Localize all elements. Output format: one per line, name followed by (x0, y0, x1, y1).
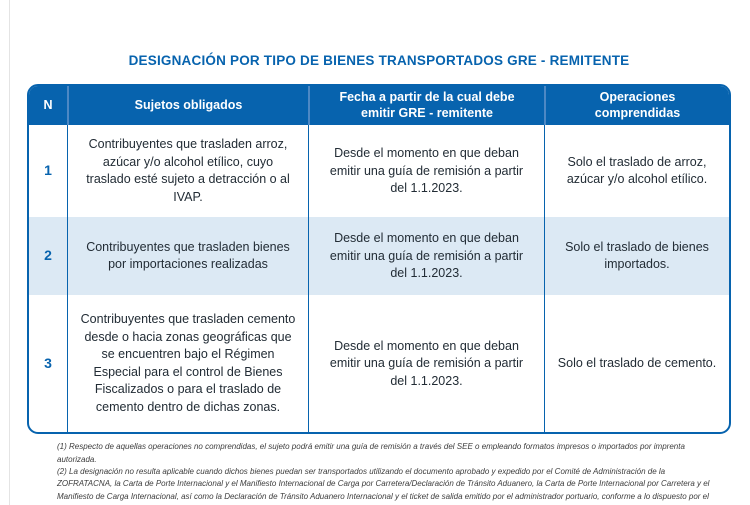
row-1-number: 1 (44, 162, 52, 179)
header-cell-operaciones: Operaciones comprendidas (544, 86, 729, 126)
row-2-sujetos: Contribuyentes que trasladen bienes por … (67, 217, 308, 296)
table-row-3: 3 Contribuyentes que trasladen cemento d… (29, 295, 729, 433)
row-2-fecha: Desde el momento en que deban emitir una… (308, 217, 544, 296)
table-row-1: 1 Contribuyentes que trasladen arroz, az… (29, 125, 729, 218)
footnote-1: (1) Respecto de aquellas operaciones no … (57, 442, 685, 464)
page-title: DESIGNACIÓN POR TIPO DE BIENES TRANSPORT… (128, 53, 630, 68)
footnote-2: (2) La designación no resulta aplicable … (57, 467, 710, 505)
header-cell-fecha: Fecha a partir de la cual debe emitir GR… (308, 86, 544, 126)
content-area: DESIGNACIÓN POR TIPO DE BIENES TRANSPORT… (27, 0, 731, 505)
gre-remitente-table: N Sujetos obligados Fecha a partir de la… (27, 84, 731, 435)
row-1-operaciones: Solo el traslado de arroz, azúcar y/o al… (544, 125, 729, 218)
row-3-fecha: Desde el momento en que deban emitir una… (308, 295, 544, 433)
table-row-2: 2 Contribuyentes que trasladen bienes po… (29, 217, 729, 296)
row-2-operaciones: Solo el traslado de bienes importados. (544, 217, 729, 296)
row-1-fecha: Desde el momento en que deban emitir una… (308, 125, 544, 218)
header-cell-n: N (43, 97, 53, 112)
row-1-sujetos: Contribuyentes que trasladen arroz, azúc… (67, 125, 308, 218)
table-header-row: N Sujetos obligados Fecha a partir de la… (29, 86, 729, 126)
row-3-number: 3 (44, 354, 52, 371)
row-2-number: 2 (44, 247, 52, 264)
header-cell-sujetos: Sujetos obligados (67, 86, 308, 126)
row-3-sujetos: Contribuyentes que trasladen cemento des… (67, 295, 308, 433)
row-3-operaciones: Solo el traslado de cemento. (544, 295, 729, 433)
page-edge-line (9, 0, 10, 505)
footnotes: (1) Respecto de aquellas operaciones no … (57, 441, 716, 505)
